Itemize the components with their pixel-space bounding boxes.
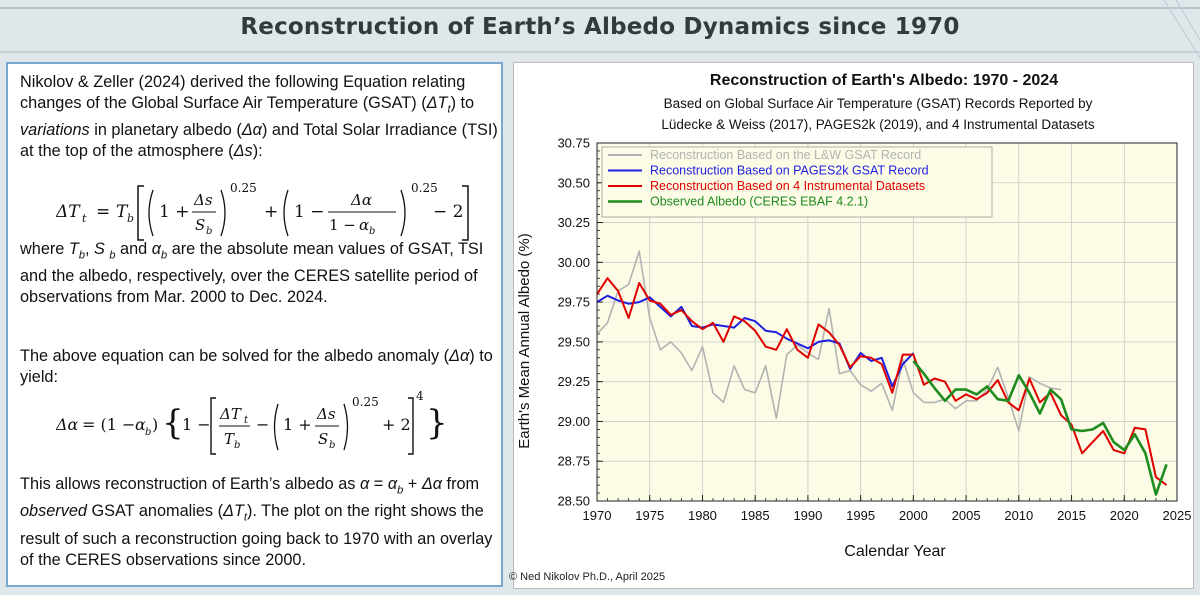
svg-text:α: α xyxy=(135,415,146,434)
x-tick-label: 2000 xyxy=(899,508,928,523)
svg-text:T: T xyxy=(224,430,235,448)
svg-text:−: − xyxy=(256,415,269,434)
x-tick-label: 2005 xyxy=(952,508,981,523)
svg-text:0.25: 0.25 xyxy=(352,395,379,409)
svg-text:b: b xyxy=(369,226,375,237)
equation-temperature: ΔT t = T b 1 + Δs S b 0.25 + 1 − Δα 1 − … xyxy=(55,172,476,253)
x-tick-label: 1985 xyxy=(741,508,770,523)
legend-label-3: Reconstruction Based on 4 Instrumental D… xyxy=(650,179,925,193)
x-axis-label: Calendar Year xyxy=(844,543,946,560)
svg-text:t: t xyxy=(244,415,249,426)
conclusion-paragraph: This allows reconstruction of Earth’s al… xyxy=(20,475,493,569)
svg-text:): ) xyxy=(152,415,158,434)
chart-subtitle-line-1: Based on Global Surface Air Temperature … xyxy=(664,96,1093,111)
svg-text:1 +: 1 + xyxy=(283,415,312,434)
svg-text:= (1 −: = (1 − xyxy=(82,415,135,434)
legend-box xyxy=(601,146,993,218)
svg-text:{: { xyxy=(162,403,184,443)
svg-text:− 2: − 2 xyxy=(433,202,463,222)
x-tick-label: 1970 xyxy=(583,508,612,523)
x-tick-label: 1975 xyxy=(635,508,664,523)
svg-text:0.25: 0.25 xyxy=(411,181,438,195)
x-tick-label: 1995 xyxy=(846,508,875,523)
y-tick-label: 30.00 xyxy=(557,255,590,270)
svg-text:+: + xyxy=(264,202,278,222)
svg-text:ΔT: ΔT xyxy=(219,405,242,423)
intro-paragraph: Nikolov & Zeller (2024) derived the foll… xyxy=(20,73,498,161)
y-tick-label: 29.25 xyxy=(557,374,590,389)
solve-paragraph: The above equation can be solved for the… xyxy=(20,347,493,386)
svg-text:b: b xyxy=(206,226,212,237)
x-tick-label: 1980 xyxy=(688,508,717,523)
svg-text:Δs: Δs xyxy=(316,405,336,423)
x-tick-label: 2010 xyxy=(1004,508,1033,523)
svg-text:S: S xyxy=(195,216,205,234)
y-tick-label: 28.50 xyxy=(557,494,590,509)
equation-albedo: Δα = (1 − α b ) { 1 − ΔT t T b − 1 + Δs … xyxy=(55,384,456,469)
svg-text:1 −: 1 − xyxy=(294,202,324,222)
series-line-3 xyxy=(596,277,1168,486)
x-tick-label: 2020 xyxy=(1110,508,1139,523)
y-tick-label: 29.00 xyxy=(557,414,590,429)
page-title: Reconstruction of Earth’s Albedo Dynamic… xyxy=(240,14,960,40)
svg-text:T: T xyxy=(116,202,129,222)
y-tick-label: 28.75 xyxy=(557,454,590,469)
series-line-1 xyxy=(596,250,1062,432)
y-tick-label: 29.50 xyxy=(557,334,590,349)
legend-label-2: Reconstruction Based on PAGES2k GSAT Rec… xyxy=(650,164,929,178)
chart-panel: Reconstruction of Earth's Albedo: 1970 -… xyxy=(513,62,1194,589)
svg-text:1 +: 1 + xyxy=(159,202,189,222)
svg-text:Δα: Δα xyxy=(350,191,372,209)
svg-text:1 −: 1 − xyxy=(182,415,211,434)
svg-text:1 −: 1 − xyxy=(329,216,356,234)
x-tick-label: 2015 xyxy=(1057,508,1086,523)
svg-text:Δα: Δα xyxy=(56,415,79,434)
chart-title: Reconstruction of Earth's Albedo: 1970 -… xyxy=(710,72,1058,89)
x-tick-label: 1990 xyxy=(793,508,822,523)
svg-text:=: = xyxy=(96,202,110,222)
y-tick-label: 30.25 xyxy=(557,215,590,230)
svg-text:b: b xyxy=(145,427,151,438)
chart-subtitle-line-2: Lüdecke & Weiss (2017), PAGES2k (2019), … xyxy=(661,117,1094,132)
svg-text:0.25: 0.25 xyxy=(230,181,257,195)
y-tick-label: 30.75 xyxy=(557,136,590,151)
legend-label-4: Observed Albedo (CERES EBAF 4.2.1) xyxy=(650,195,868,209)
svg-text:}: } xyxy=(426,403,448,443)
svg-text:t: t xyxy=(82,212,87,225)
x-tick-label: 2025 xyxy=(1163,508,1192,523)
svg-text:b: b xyxy=(127,212,134,225)
svg-text:b: b xyxy=(329,440,335,451)
albedo-chart: Reconstruction of Earth's Albedo: 1970 -… xyxy=(516,72,1192,560)
svg-text:α: α xyxy=(359,216,369,234)
svg-text:Δs: Δs xyxy=(193,191,213,209)
plot-frame xyxy=(596,142,1178,502)
copyright-credit: © Ned Nikolov Ph.D., April 2025 xyxy=(509,571,666,583)
svg-text:+ 2: + 2 xyxy=(382,415,411,434)
legend-label-1: Reconstruction Based on the L&W GSAT Rec… xyxy=(650,148,921,162)
svg-text:b: b xyxy=(234,440,240,451)
series-line-4 xyxy=(912,360,1168,496)
y-axis-label: Earth's Mean Annual Albedo (%) xyxy=(516,233,533,449)
y-tick-label: 30.50 xyxy=(557,175,590,190)
svg-text:S: S xyxy=(318,430,328,448)
y-tick-label: 29.75 xyxy=(557,295,590,310)
series-line-2 xyxy=(596,294,915,388)
where-paragraph: where Tb, S b and αb are the absolute me… xyxy=(20,240,484,307)
svg-text:ΔT: ΔT xyxy=(56,202,81,222)
svg-text:4: 4 xyxy=(416,389,424,403)
explanation-panel: Nikolov & Zeller (2024) derived the foll… xyxy=(6,62,503,587)
